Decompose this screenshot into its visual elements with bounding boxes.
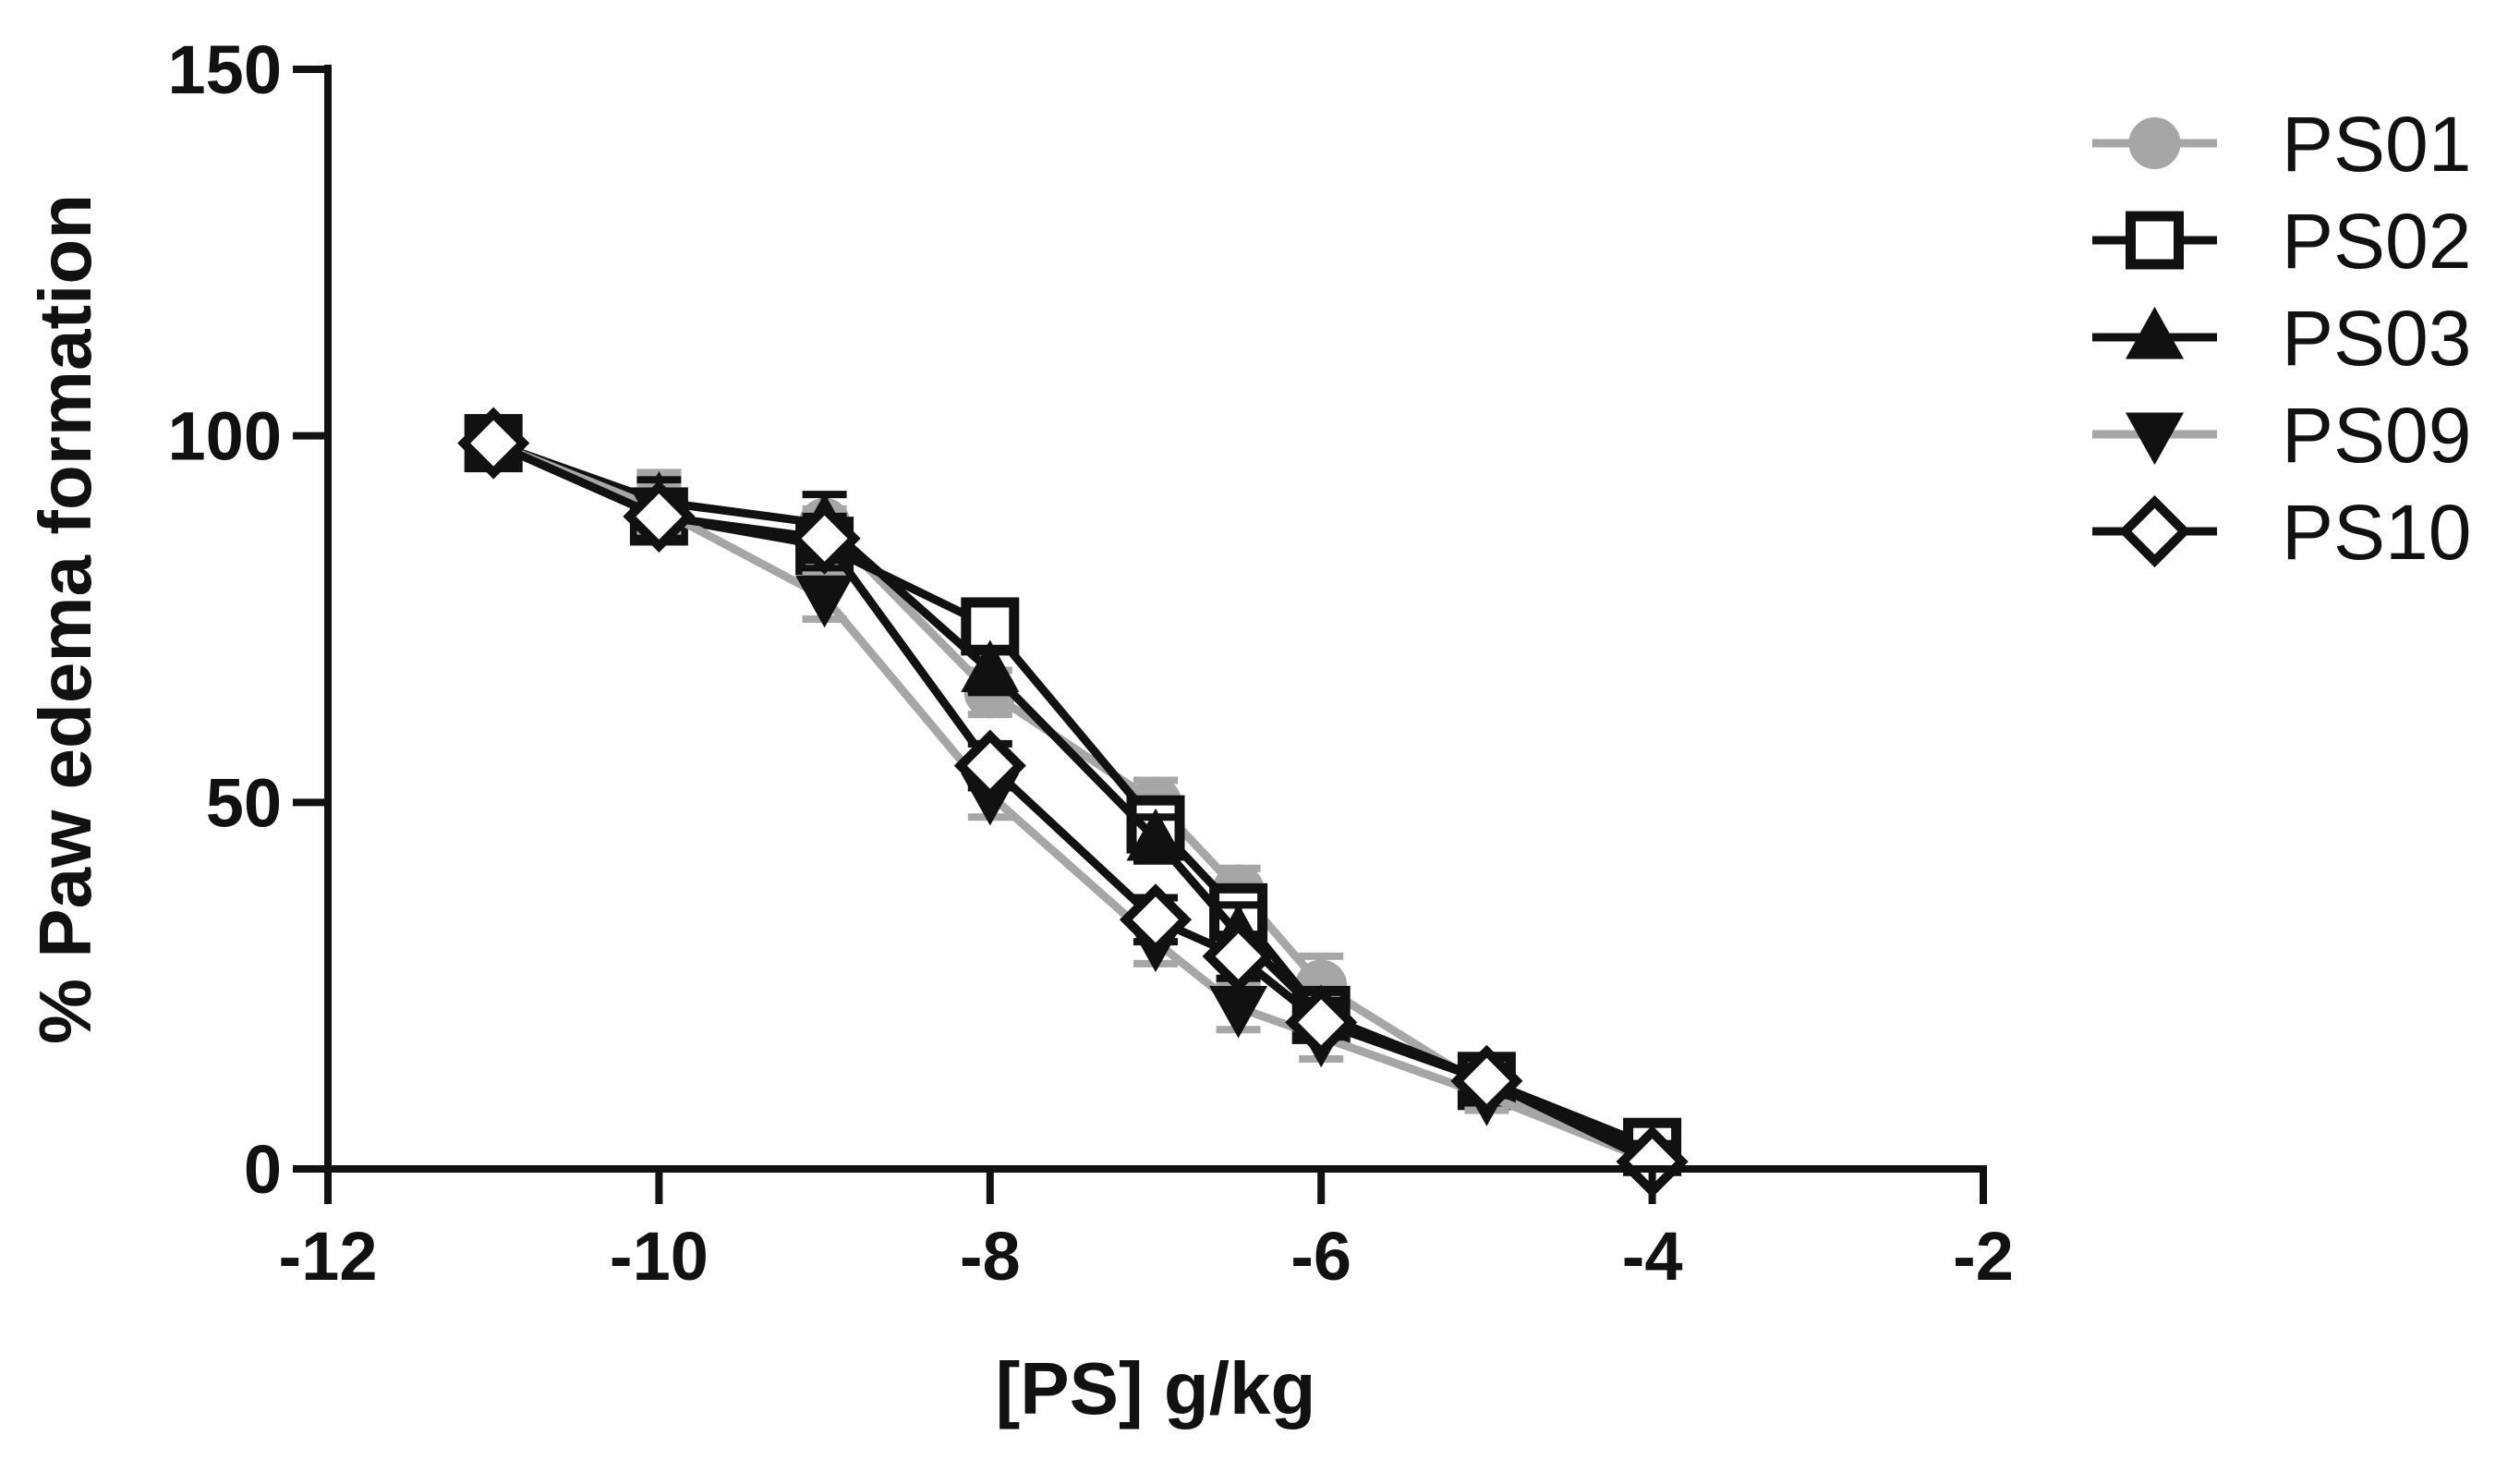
series-ps10 <box>457 407 1689 1198</box>
y-tick-label: 100 <box>168 398 282 475</box>
data-point-ps10 <box>1202 919 1275 993</box>
data-point-ps03 <box>961 639 1020 693</box>
data-point-ps10 <box>623 480 696 554</box>
y-tick-label: 50 <box>206 764 282 841</box>
x-tick-label: -4 <box>1622 1218 1683 1295</box>
series-line-ps01 <box>491 439 1654 1159</box>
x-axis-title: [PS] g/kg <box>996 1347 1316 1430</box>
legend-label-ps02: PS02 <box>2282 198 2472 285</box>
x-tick-label: -2 <box>1953 1218 2014 1295</box>
data-point-ps10 <box>457 407 530 480</box>
legend-marker-ps10 <box>2118 494 2191 568</box>
legend-label-ps09: PS09 <box>2282 392 2472 479</box>
legend-marker-ps01 <box>2128 117 2181 169</box>
x-tick-label: -10 <box>610 1218 709 1295</box>
legend-label-ps01: PS01 <box>2282 101 2472 188</box>
x-tick-label: -6 <box>1290 1218 1351 1295</box>
data-point-ps10 <box>1450 1044 1523 1117</box>
legend-marker-ps03 <box>2125 306 2185 359</box>
series-layer <box>457 407 1689 1198</box>
x-tick-label: -8 <box>960 1218 1021 1295</box>
legend-marker-ps02 <box>2126 211 2184 270</box>
x-tick-label: -12 <box>279 1218 378 1295</box>
series-line-ps03 <box>491 439 1654 1159</box>
legend-label-ps10: PS10 <box>2282 489 2472 576</box>
legend-item-ps10: PS10 <box>2092 489 2472 576</box>
legend-item-ps03: PS03 <box>2092 295 2472 382</box>
data-point-ps09 <box>795 575 854 628</box>
data-point-ps03 <box>1126 808 1185 861</box>
legend-item-ps09: PS09 <box>2092 392 2472 479</box>
data-point-ps10 <box>953 729 1026 802</box>
y-tick-label: 150 <box>168 31 282 108</box>
data-point-ps10 <box>1285 986 1358 1059</box>
legend-item-ps01: PS01 <box>2092 101 2472 188</box>
legend: PS01 PS02 PS03 PS09 PS10 <box>2092 101 2472 576</box>
legend-marker-ps09 <box>2125 412 2185 466</box>
data-point-ps10 <box>1119 883 1193 956</box>
legend-item-ps02: PS02 <box>2092 198 2472 285</box>
legend-label-ps03: PS03 <box>2282 295 2472 382</box>
axes-layer: -12 -10 -8 -6 -4 -2 0 50 100 150 [PS] g/kg % Paw ed… <box>24 31 2014 1430</box>
y-tick-label: 0 <box>244 1131 282 1208</box>
data-point-ps10 <box>788 502 861 575</box>
series-line-ps02 <box>491 439 1654 1151</box>
y-axis-title: % Paw edema formation <box>24 194 106 1044</box>
